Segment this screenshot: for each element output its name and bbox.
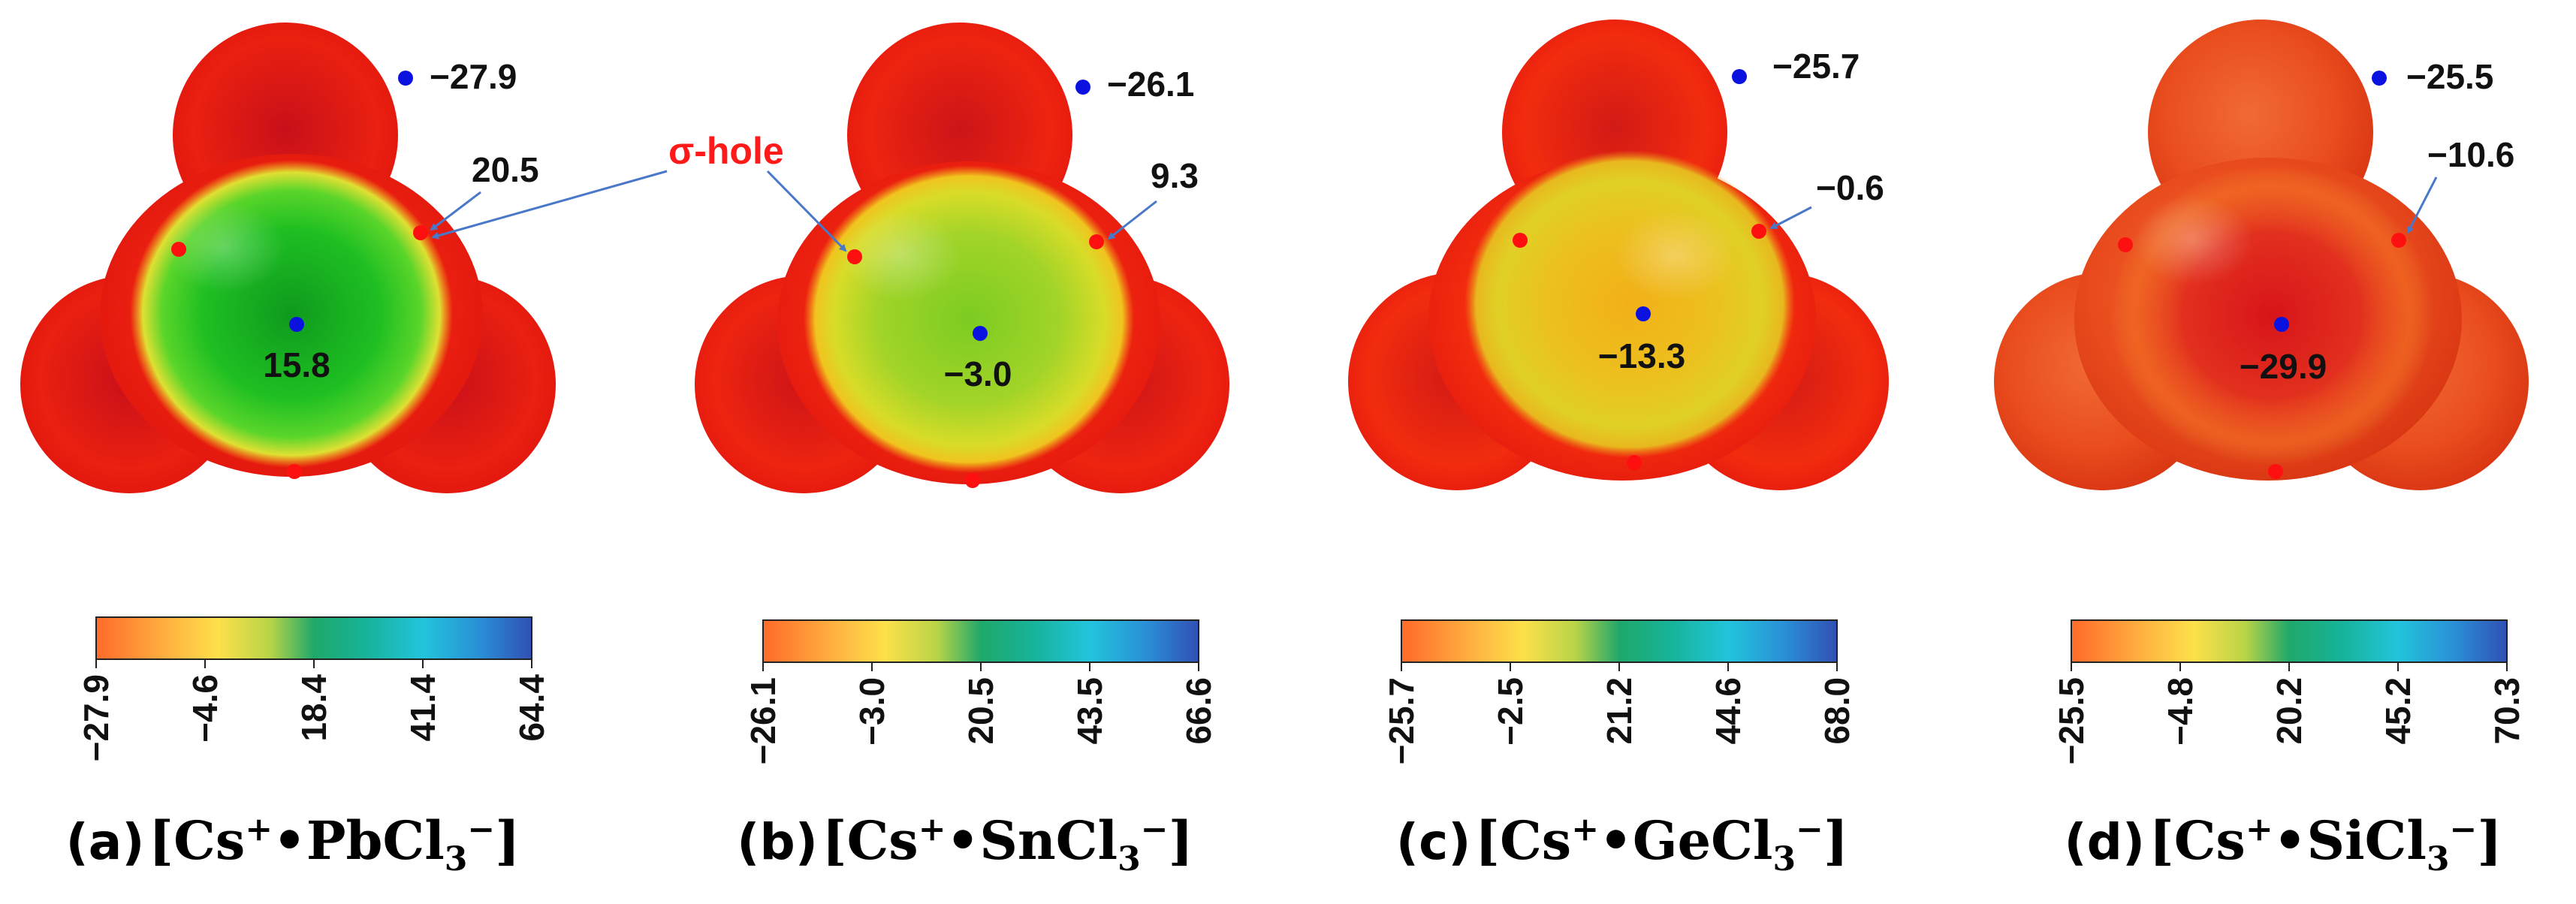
sigma-hole-label: σ-hole	[668, 130, 784, 172]
side-value-arrow-d	[2406, 176, 2438, 234]
mep-surface-b	[695, 23, 1229, 493]
surface-max-point-bottom-d	[2268, 464, 2283, 479]
surface-max-point-left-d	[2118, 237, 2133, 252]
surface-max-point-right-c	[1751, 224, 1766, 239]
panel-letter-d: (d)	[2064, 813, 2146, 871]
surface-min-point-top-c	[1732, 69, 1747, 84]
colorbar-tick-label-a-2: 18.4	[294, 674, 333, 742]
surface-max-point-right-a	[413, 225, 428, 240]
panel-caption-c: (c) [Cs+•GeCl3−]	[1299, 809, 1945, 878]
sigma-hole-arrow-right	[766, 170, 847, 252]
center-value-a: 15.8	[263, 345, 330, 384]
sigma-hole-arrow-left	[431, 170, 668, 240]
top-value-d: −25.5	[2406, 57, 2493, 96]
colorbar-tick-label-b-4: 66.6	[1179, 677, 1218, 745]
colorbar-tick-label-b-2: 20.5	[961, 677, 1000, 745]
panel-formula-d: [Cs+•SiCl3−]	[2149, 809, 2502, 878]
surface-center-point-b	[973, 326, 988, 341]
panel-formula-c: [Cs+•GeCl3−]	[1474, 809, 1849, 878]
side-value-b: 9.3	[1151, 156, 1199, 195]
panel-letter-a: (a)	[65, 813, 145, 871]
panel-a: −27.9 20.5 15.8 −27.9 −4.6 18.4 41.4 64.…	[20, 23, 556, 761]
panel-d: −25.5 −10.6 −29.9 −25.5 −4.8 20.2 45.2 7…	[1994, 20, 2529, 764]
panel-b: −26.1 9.3 −3.0 −26.1 −3.0 20.5 43.5 66.6	[695, 23, 1229, 764]
mep-surface-d	[1994, 20, 2529, 490]
colorbar-tick-label-b-1: −3.0	[852, 677, 891, 746]
panel-letter-b: (b)	[737, 813, 818, 871]
panel-formula-b: [Cs+•SnCl3−]	[822, 809, 1193, 878]
colorbar-c	[1401, 619, 1838, 663]
surface-center-point-a	[289, 317, 304, 332]
side-value-arrow-c	[1769, 206, 1812, 230]
colorbar-tick-label-d-2: 20.2	[2270, 677, 2309, 745]
center-value-c: −13.3	[1598, 336, 1685, 375]
panel-caption-d: (d) [Cs+•SiCl3−]	[1960, 809, 2576, 878]
center-value-d: −29.9	[2240, 347, 2327, 386]
side-value-a: 20.5	[472, 150, 539, 189]
surface-center-point-c	[1636, 306, 1651, 321]
colorbar-ticks-d	[2071, 662, 2508, 671]
colorbar-ticks-c	[1401, 662, 1838, 671]
surface-max-point-left-c	[1513, 233, 1528, 248]
surface-min-point-top-a	[398, 71, 413, 86]
surface-center-point-d	[2274, 317, 2289, 332]
panel-letter-c: (c)	[1395, 813, 1471, 871]
surface-max-point-right-d	[2391, 233, 2406, 248]
top-value-a: −27.9	[430, 57, 517, 96]
colorbar-tick-label-c-4: 68.0	[1817, 677, 1857, 745]
panel-formula-a: [Cs+•PbCl3−]	[149, 809, 520, 878]
side-value-arrow-a	[430, 191, 481, 231]
top-value-b: −26.1	[1107, 65, 1194, 104]
mep-surface-a	[20, 23, 556, 493]
colorbar-tick-label-a-4: 64.4	[512, 674, 551, 742]
surface-min-point-top-b	[1075, 80, 1090, 95]
colorbar-tick-label-c-3: 44.6	[1709, 677, 1748, 745]
colorbar-tick-label-a-0: −27.9	[77, 674, 116, 761]
colorbar-b	[762, 619, 1199, 663]
colorbar-a	[95, 616, 532, 660]
colorbar-tick-label-b-3: 43.5	[1070, 677, 1109, 745]
center-value-b: −3.0	[944, 354, 1012, 393]
top-value-c: −25.7	[1772, 47, 1860, 86]
panel-c: −25.7 −0.6 −13.3 −25.7 −2.5 21.2 44.6 68…	[1348, 20, 1889, 764]
colorbar-tick-label-d-1: −4.8	[2161, 677, 2200, 746]
surface-max-point-bottom-a	[287, 464, 302, 479]
colorbar-tick-label-c-2: 21.2	[1600, 677, 1639, 745]
sigma-hole-annotation: σ-hole	[431, 130, 847, 252]
surface-max-point-bottom-b	[965, 473, 980, 488]
colorbar-ticks-a	[95, 659, 532, 668]
surface-min-point-top-d	[2372, 71, 2387, 86]
colorbar-d	[2071, 619, 2508, 663]
colorbar-tick-label-d-0: −25.5	[2052, 677, 2091, 764]
colorbar-tick-label-a-1: −4.6	[186, 674, 225, 743]
surface-max-point-right-b	[1089, 234, 1104, 249]
panel-caption-a: (a) [Cs+•PbCl3−]	[0, 809, 616, 878]
side-value-d: −10.6	[2427, 135, 2514, 174]
panel-caption-b: (b) [Cs+•SnCl3−]	[642, 809, 1288, 878]
mep-surface-c	[1348, 20, 1889, 490]
surface-max-point-left-a	[171, 242, 186, 257]
colorbar-tick-label-d-3: 45.2	[2378, 677, 2418, 745]
colorbar-tick-label-d-4: 70.3	[2487, 677, 2526, 745]
colorbar-tick-label-c-0: −25.7	[1382, 677, 1421, 764]
side-value-c: −0.6	[1816, 168, 1884, 207]
surface-max-point-left-b	[847, 249, 862, 264]
side-value-arrow-b	[1107, 200, 1157, 240]
colorbar-tick-label-a-3: 41.4	[403, 674, 442, 742]
surface-max-point-bottom-c	[1627, 455, 1642, 470]
colorbar-tick-label-b-0: −26.1	[744, 677, 783, 764]
colorbar-ticks-b	[762, 662, 1199, 671]
colorbar-tick-label-c-1: −2.5	[1491, 677, 1530, 746]
